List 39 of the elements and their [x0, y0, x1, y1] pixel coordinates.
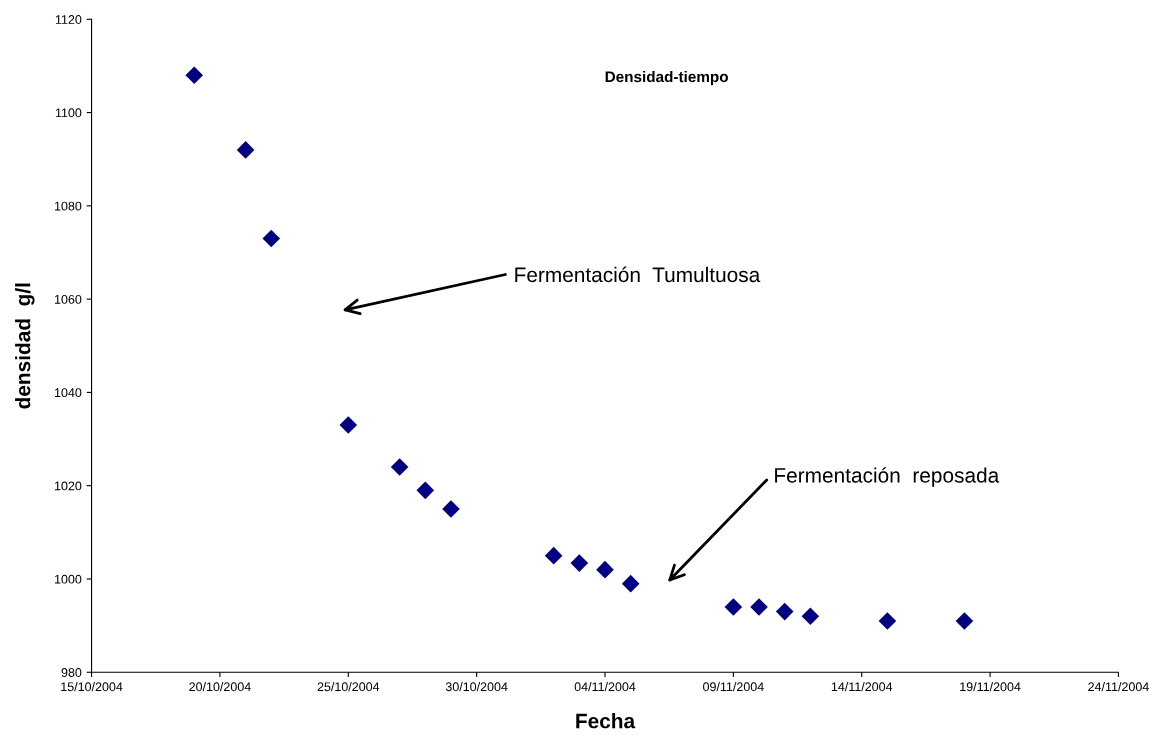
point [724, 598, 743, 616]
y-tick-label: 980 [61, 668, 82, 677]
x-tick-label: 25/10/2004 [317, 681, 380, 692]
point [262, 229, 281, 248]
point [621, 574, 640, 593]
y-tick-label: 1080 [54, 201, 82, 211]
point [775, 602, 794, 621]
y-tick-label: 1020 [54, 481, 82, 491]
point [416, 481, 435, 500]
text: Densidad-tiempo [605, 70, 728, 86]
point [955, 612, 974, 630]
point [801, 607, 820, 626]
annotation: Fermentación reposada [775, 467, 1000, 487]
point [878, 612, 897, 630]
y-tick-label: 1040 [54, 388, 82, 398]
x-tick-label: 14/11/2004 [831, 681, 893, 692]
x-tick-label: 20/10/2004 [189, 681, 251, 692]
x-tick-label: 30/10/2004 [445, 681, 508, 692]
y-tick-label: 1000 [54, 574, 82, 584]
x-tick-label: 09/11/2004 [703, 681, 764, 692]
point [442, 500, 460, 518]
point [236, 141, 255, 159]
point [750, 598, 768, 616]
x-tick-label: 15/10/2004 [61, 681, 123, 692]
point [390, 458, 409, 476]
y-tick-label: 1100 [55, 108, 82, 118]
y-axis-title: densidad g/l [15, 283, 35, 409]
point [570, 554, 589, 572]
point [596, 560, 614, 579]
x-tick-label: 24/11/2004 [1088, 681, 1149, 692]
point [185, 66, 204, 85]
point [339, 416, 358, 434]
point [544, 546, 563, 565]
annotation: Fermentación Tumultuosa [515, 266, 761, 283]
y-tick-label: 1060 [54, 294, 82, 304]
x-axis-title: Fecha [576, 713, 636, 729]
x-tick-label: 19/11/2004 [960, 681, 1021, 692]
x-tick-label: 04/11/2004 [574, 681, 636, 692]
y-tick-label: 1120 [55, 15, 82, 24]
